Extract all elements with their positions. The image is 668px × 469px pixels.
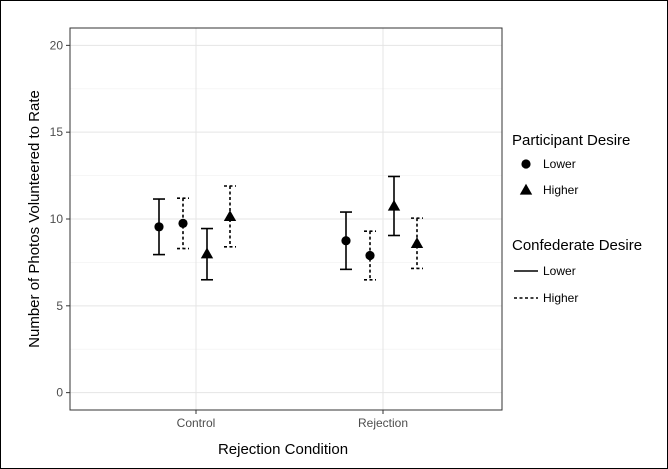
x-tick-label: Rejection [358,416,408,430]
legend-label: Higher [543,291,578,305]
x-tick-label: Control [177,416,216,430]
y-axis-title: Number of Photos Volunteered to Rate [26,90,43,348]
y-tick-label: 20 [50,38,64,52]
data-point [223,210,237,222]
x-axis-title: Rejection Condition [218,441,348,458]
data-point [365,250,375,261]
data-point [387,199,401,211]
legend-label: Higher [543,183,578,197]
legend-label: Lower [543,264,576,278]
data-point [200,247,214,259]
y-tick-label: 0 [56,386,63,400]
data-point [410,237,424,248]
data-point [154,222,164,232]
y-tick-label: 5 [56,299,63,313]
y-tick-label: 10 [50,212,64,226]
legend-key-circle [521,159,531,169]
legend-key-triangle [519,183,533,195]
data-point [341,236,351,246]
data-point [178,218,188,228]
y-tick-label: 15 [50,125,64,139]
legend-label: Lower [543,157,576,171]
legend-title-confederate-desire: Confederate Desire [512,237,642,254]
legend-title-participant-desire: Participant Desire [512,132,630,149]
